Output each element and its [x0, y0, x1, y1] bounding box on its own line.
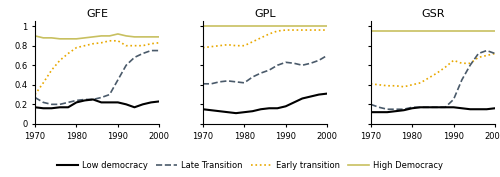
Title: GFE: GFE: [86, 9, 108, 19]
Title: GSR: GSR: [421, 9, 444, 19]
Legend: Low democracy, Late Transition, Early transition, High Democracy: Low democracy, Late Transition, Early tr…: [54, 157, 446, 173]
Title: GPL: GPL: [254, 9, 276, 19]
